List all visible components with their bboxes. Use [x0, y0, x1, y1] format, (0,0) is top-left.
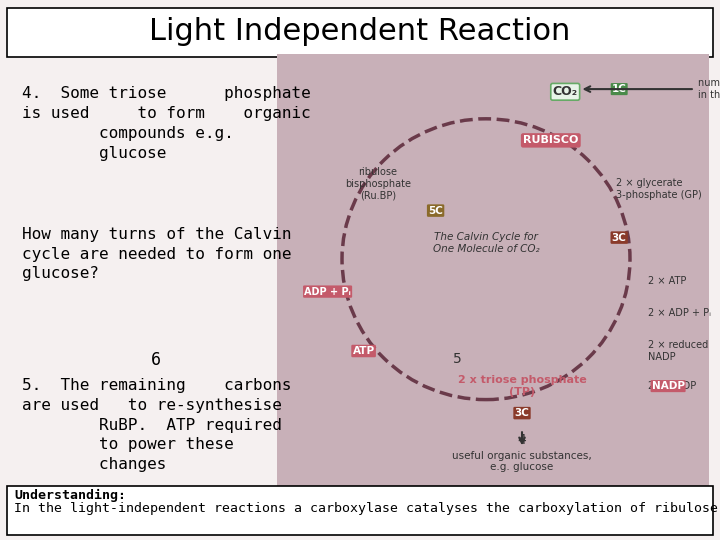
Text: 5.  The remaining    carbons
are used   to re-synthesise
        RuBP.  ATP requ: 5. The remaining carbons are used to re-… — [22, 378, 291, 472]
FancyBboxPatch shape — [7, 8, 713, 57]
Text: 2 × ATP: 2 × ATP — [648, 276, 686, 286]
Text: 4.  Some triose      phosphate
is used     to form    organic
        compounds : 4. Some triose phosphate is used to form… — [22, 86, 310, 161]
Text: Light Independent Reaction: Light Independent Reaction — [149, 17, 571, 46]
Text: 2 x triose phosphate
(TP): 2 x triose phosphate (TP) — [458, 375, 586, 397]
Text: 3C: 3C — [612, 233, 626, 242]
Text: 5: 5 — [453, 352, 462, 366]
Text: RUBISCO: RUBISCO — [523, 136, 578, 145]
Text: ADP + Pᵢ: ADP + Pᵢ — [305, 287, 351, 296]
Text: 4: 4 — [518, 433, 526, 447]
Text: number of carbons
in the molecule: number of carbons in the molecule — [698, 78, 720, 100]
Text: 5C: 5C — [428, 206, 443, 215]
Text: 2 × NADP: 2 × NADP — [648, 381, 696, 391]
Text: 6: 6 — [151, 351, 161, 369]
FancyBboxPatch shape — [7, 59, 274, 486]
Text: Understanding:: Understanding: — [14, 489, 127, 502]
Text: How many turns of the Calvin
cycle are needed to form one
glucose?: How many turns of the Calvin cycle are n… — [22, 227, 291, 281]
Text: NADP: NADP — [652, 381, 685, 391]
Text: 3C: 3C — [515, 408, 529, 418]
Text: The Calvin Cycle for
One Molecule of CO₂: The Calvin Cycle for One Molecule of CO₂ — [433, 232, 539, 254]
Text: useful organic substances,
e.g. glucose: useful organic substances, e.g. glucose — [452, 451, 592, 472]
Text: 2 × ADP + Pᵢ: 2 × ADP + Pᵢ — [648, 308, 711, 318]
Text: 2 × reduced
NADP: 2 × reduced NADP — [648, 340, 708, 362]
FancyBboxPatch shape — [7, 486, 713, 535]
Text: 2 × glycerate
3-phosphate (GP): 2 × glycerate 3-phosphate (GP) — [616, 178, 701, 200]
Text: In the light-independent reactions a carboxylase catalyses the carboxylation of : In the light-independent reactions a car… — [14, 502, 720, 515]
Text: ATP: ATP — [353, 346, 374, 356]
Text: 1C: 1C — [612, 84, 626, 94]
Text: CO₂: CO₂ — [553, 85, 577, 98]
FancyBboxPatch shape — [277, 54, 709, 486]
Text: ribulose
bisphosphate
(Ru.BP): ribulose bisphosphate (Ru.BP) — [345, 167, 411, 200]
